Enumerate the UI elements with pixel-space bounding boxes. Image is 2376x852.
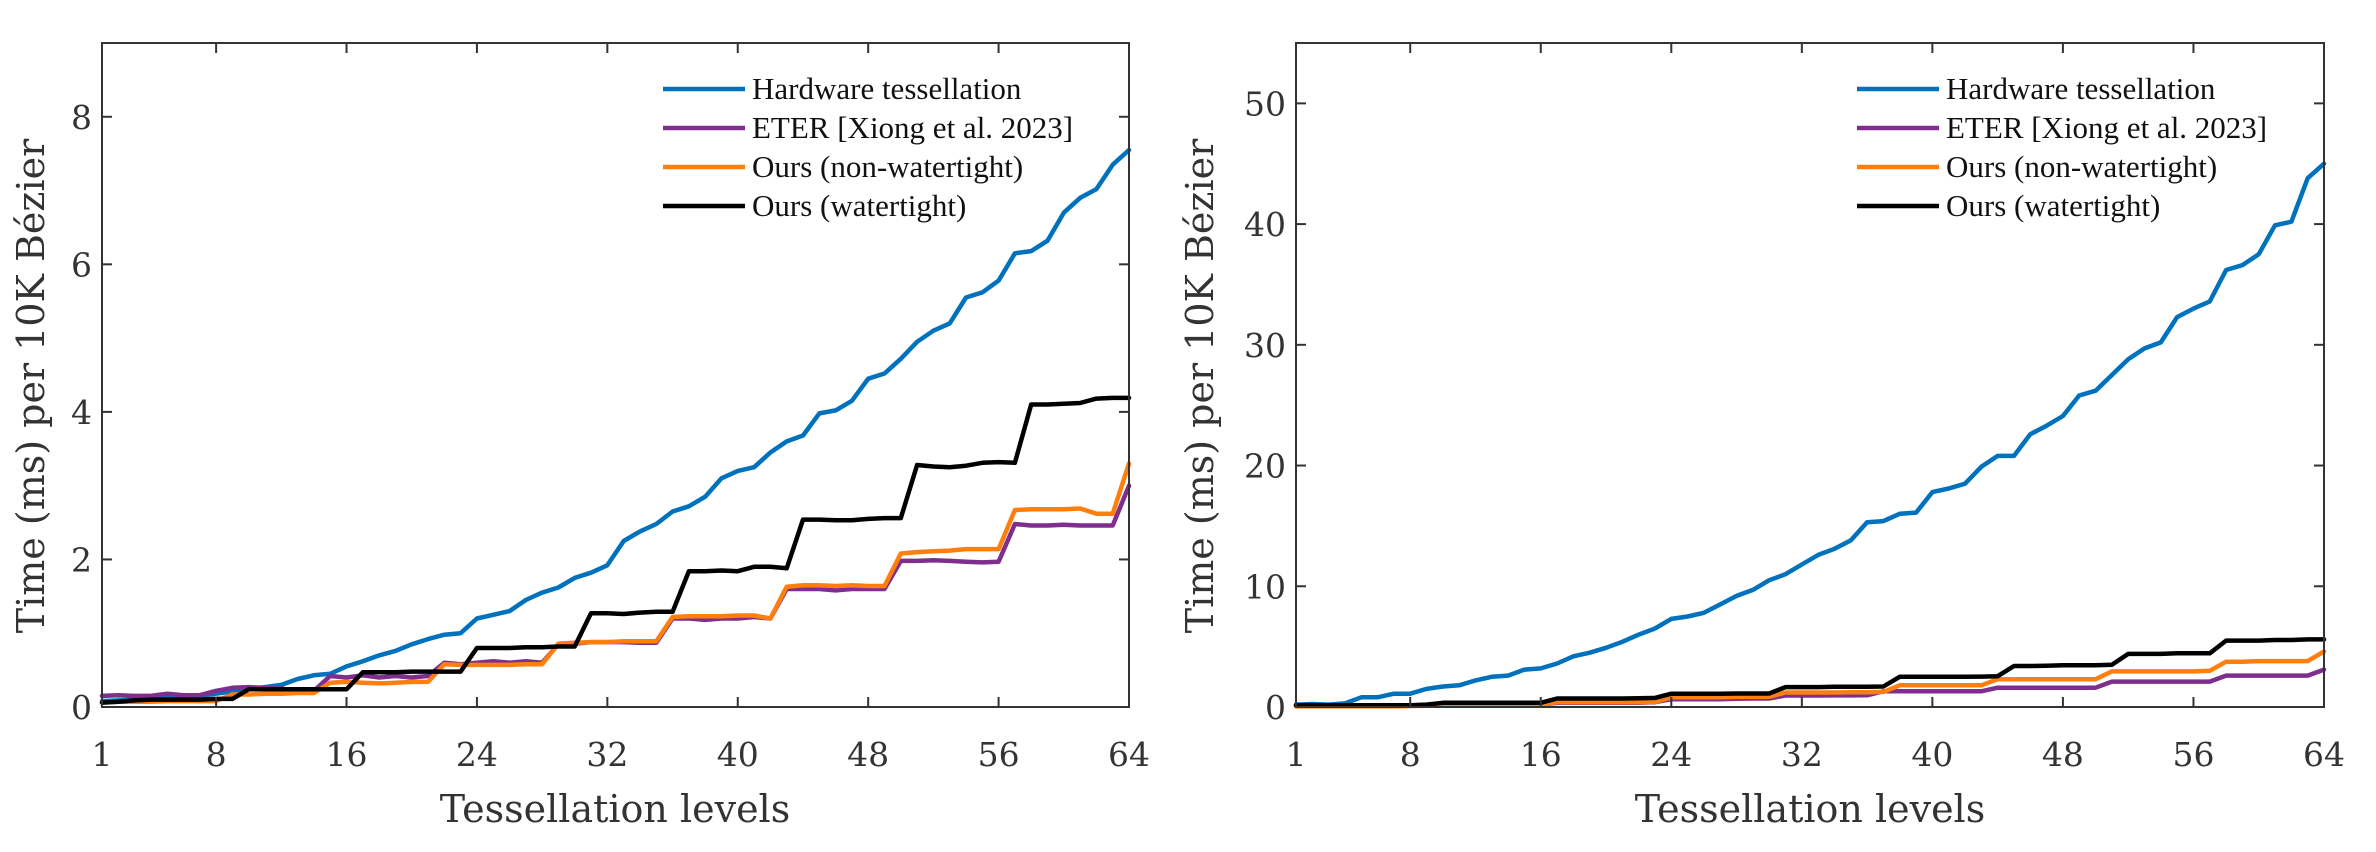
left-legend: Hardware tessellation ETER [Xiong et al. … xyxy=(663,71,1073,223)
left-y-tick-label: 2 xyxy=(71,540,92,579)
right-x-tick-label: 40 xyxy=(1911,735,1953,774)
left-x-tick-label: 40 xyxy=(717,735,759,774)
right-x-tick-label: 8 xyxy=(1400,735,1421,774)
right-legend-label: Ours (watertight) xyxy=(1946,188,2160,223)
right-y-tick-label: 20 xyxy=(1244,447,1286,486)
right-x-tick-label: 1 xyxy=(1286,735,1307,774)
right-x-tick-label: 64 xyxy=(2303,735,2345,774)
left-series-line-ours-watertight xyxy=(99,395,1132,705)
right-series-line-ours-watertight xyxy=(1293,637,2327,708)
left-y-tick-label: 0 xyxy=(71,688,92,727)
left-axes-box xyxy=(101,42,1130,708)
right-x-tick-label: 48 xyxy=(2042,735,2084,774)
left-series-line-ours-non-watertight xyxy=(99,461,1132,705)
left-legend-label: Ours (watertight) xyxy=(752,188,966,223)
left-legend-label: Hardware tessellation xyxy=(752,71,1022,106)
right-y-tick-label: 30 xyxy=(1244,326,1286,365)
left-x-axis-label: Tessellation levels xyxy=(440,787,790,831)
right-legend-label: Hardware tessellation xyxy=(1946,71,2216,106)
left-chart-panel: Time (ms) per 10K Bézier Tessellation le… xyxy=(9,42,1150,831)
right-x-tick-label: 32 xyxy=(1781,735,1823,774)
right-y-tick-label: 0 xyxy=(1265,688,1286,727)
right-y-tick-label: 40 xyxy=(1244,205,1286,244)
left-y-tick-label: 8 xyxy=(71,98,92,137)
right-legend-label: ETER [Xiong et al. 2023] xyxy=(1946,110,2267,145)
right-chart-panel: Time (ms) per 10K Bézier Tessellation le… xyxy=(1178,42,2345,831)
right-axes-box xyxy=(1295,42,2325,708)
left-x-tick-label: 1 xyxy=(92,735,113,774)
right-legend: Hardware tessellation ETER [Xiong et al. … xyxy=(1857,71,2267,223)
left-legend-label: Ours (non-watertight) xyxy=(752,149,1023,184)
right-x-axis-label: Tessellation levels xyxy=(1635,787,1985,831)
left-x-tick-label: 24 xyxy=(456,735,498,774)
right-series-line-ours-non-watertight xyxy=(1293,649,2327,709)
right-legend-label: Ours (non-watertight) xyxy=(1946,149,2217,184)
right-x-tick-label: 56 xyxy=(2172,735,2214,774)
right-series-line-hardware-tessellation xyxy=(1293,161,2327,707)
left-y-tick-label: 4 xyxy=(71,393,92,432)
right-y-axis-label: Time (ms) per 10K Bézier xyxy=(1178,138,1222,633)
left-series-line-hardware-tessellation xyxy=(99,147,1132,704)
right-x-tick-label: 16 xyxy=(1520,735,1562,774)
left-series-line-eter-xiong-et-al-2023 xyxy=(99,483,1132,699)
left-x-tick-label: 64 xyxy=(1108,735,1150,774)
right-x-tick-label: 24 xyxy=(1650,735,1692,774)
left-x-tick-label: 32 xyxy=(586,735,628,774)
right-y-tick-label: 10 xyxy=(1244,567,1286,606)
left-y-axis-label: Time (ms) per 10K Bézier xyxy=(9,138,53,633)
left-x-tick-label: 16 xyxy=(326,735,368,774)
left-x-tick-label: 48 xyxy=(847,735,889,774)
left-legend-label: ETER [Xiong et al. 2023] xyxy=(752,110,1073,145)
left-y-tick-label: 6 xyxy=(71,245,92,284)
left-x-tick-label: 56 xyxy=(978,735,1020,774)
left-x-tick-label: 8 xyxy=(206,735,227,774)
right-y-tick-label: 50 xyxy=(1244,84,1286,123)
